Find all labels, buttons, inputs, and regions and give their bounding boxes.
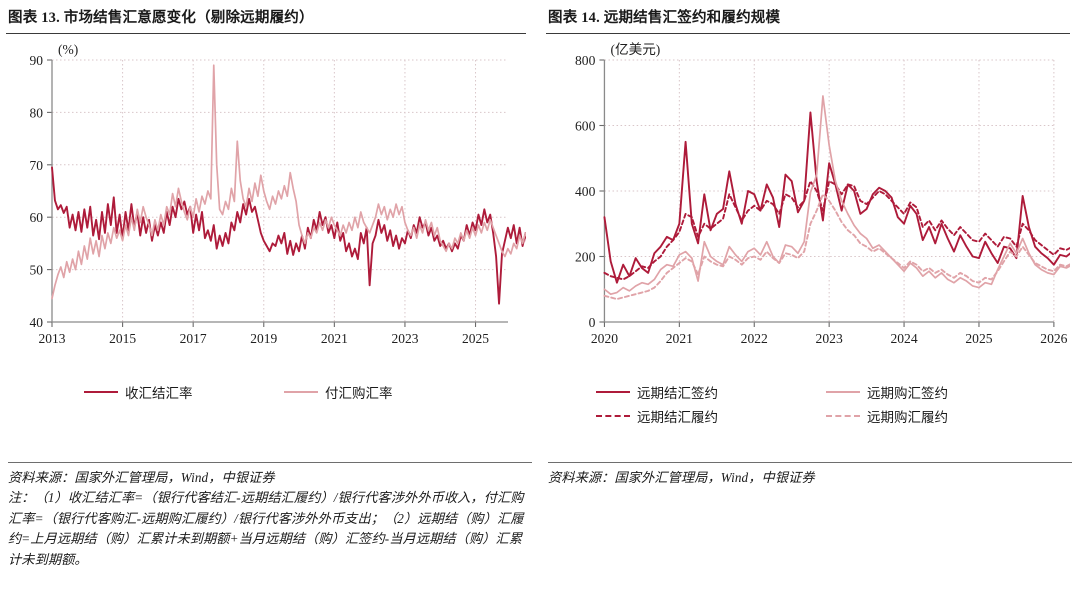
figure-13-svg: (%) 40 50 60 70 80 90 2013 2015 2017 2019 2021 2023 2… [30, 42, 526, 346]
figure-13-source-block: 资料来源：国家外汇管理局，Wind，中银证券 注：（1）收汇结汇率=（银行代客结… [8, 462, 532, 570]
line-swatch-icon [596, 391, 630, 393]
legend-item-yuanqi-jiehui-lvyue: 远期结汇履约 [578, 406, 808, 426]
y-axis-tick-label: 800 [575, 53, 596, 68]
figure-14-title-rule [546, 33, 1070, 34]
legend-item-shouhui-jiehuilv: 收汇结汇率 [66, 382, 266, 402]
x-axis-tick-label: 2021 [321, 331, 348, 346]
x-axis-tick-label: 2019 [250, 331, 277, 346]
y-axis-unit-label: (%) [58, 42, 78, 57]
x-axis-tick-label: 2025 [462, 331, 489, 346]
line-swatch-icon [284, 391, 318, 393]
series-line-远期购汇签约 [603, 95, 1070, 296]
x-axis-tick-label: 2013 [39, 331, 66, 346]
x-axis-tick-label: 2023 [816, 331, 843, 346]
figure-14-svg: (亿美元) 0 200 400 600 800 2020 2021 2022 2023 2024 20… [575, 42, 1070, 346]
dashed-line-swatch-icon [596, 415, 630, 417]
x-axis-tick-label: 2015 [109, 331, 136, 346]
x-axis-tick-label: 2023 [391, 331, 418, 346]
y-axis-tick-label: 90 [30, 53, 44, 68]
line-swatch-icon [84, 391, 118, 393]
figure-14-chart: (亿美元) 0 200 400 600 800 2020 2021 2022 2023 2024 20… [546, 34, 1070, 374]
y-axis-tick-label: 400 [575, 184, 596, 199]
y-axis-tick-label: 70 [30, 158, 44, 173]
series-line-收汇结汇率 [51, 166, 526, 305]
legend-item-yuanqi-jiehui-qianyue: 远期结汇签约 [578, 382, 808, 402]
y-axis-tick-label: 200 [575, 250, 596, 265]
series-line-远期结汇签约 [603, 111, 1070, 284]
legend-item-yuanqi-gouhui-lvyue: 远期购汇履约 [808, 406, 1038, 426]
dashed-line-swatch-icon [826, 415, 860, 417]
line-swatch-icon [826, 391, 860, 393]
x-axis-tick-label: 2025 [965, 331, 992, 346]
x-axis-tick-label: 2026 [1040, 331, 1067, 346]
legend-label: 远期购汇履约 [867, 410, 948, 425]
y-axis-tick-label: 50 [30, 263, 44, 278]
y-axis-tick-label: 0 [589, 315, 596, 330]
figure-14-title: 图表 14. 远期结售汇签约和履约规模 [548, 10, 781, 26]
figure-13-source: 资料来源：国家外汇管理局，Wind，中银证券 [8, 470, 275, 485]
x-axis-tick-label: 2020 [591, 331, 618, 346]
figure-13-panel: 图表 13. 市场结售汇意愿变化（剔除远期履约） (%) 40 50 60 70 80 90… [6, 10, 532, 570]
figure-13-title-rule [6, 33, 526, 34]
figure-13-title: 图表 13. 市场结售汇意愿变化（剔除远期履约） [8, 10, 314, 26]
legend-item-yuanqi-gouhui-qianyue: 远期购汇签约 [808, 382, 1038, 402]
figure-14-source-block: 资料来源：国家外汇管理局，Wind，中银证券 [548, 462, 1072, 488]
figure-14-source-rule [548, 462, 1072, 463]
legend-label: 付汇购汇率 [325, 386, 393, 401]
figure-13-source-rule [8, 462, 532, 463]
series-line-付汇购汇率 [51, 64, 526, 300]
y-axis-tick-label: 600 [575, 119, 596, 134]
figure-14-source: 资料来源：国家外汇管理局，Wind，中银证券 [548, 470, 815, 485]
series-line-远期结汇履约 [603, 180, 1070, 281]
legend-label: 远期结汇签约 [637, 386, 718, 401]
y-axis-tick-label: 60 [30, 210, 44, 225]
legend-label: 远期结汇履约 [637, 410, 718, 425]
x-axis-tick-label: 2022 [741, 331, 768, 346]
x-axis-tick-label: 2021 [666, 331, 693, 346]
legend-label: 远期购汇签约 [867, 386, 948, 401]
y-axis-tick-label: 40 [30, 315, 44, 330]
figure-14-legend: 远期结汇签约 远期购汇签约 远期结汇履约 远期购汇履约 [546, 374, 1070, 428]
legend-label: 收汇结汇率 [125, 386, 193, 401]
x-axis-tick-label: 2017 [180, 331, 207, 346]
figure-13-note: 注：（1）收汇结汇率=（银行代客结汇-远期结汇履约）/银行代客涉外外币收入，付汇… [8, 490, 524, 567]
legend-item-fuhui-gouhuilv: 付汇购汇率 [266, 382, 466, 402]
figure-14-panel: 图表 14. 远期结售汇签约和履约规模 (亿美元) 0 200 400 600 800 20… [540, 0, 1080, 602]
figure-13-chart: (%) 40 50 60 70 80 90 2013 2015 2017 2019 2021 2023 2… [6, 34, 526, 374]
x-axis-tick-label: 2024 [890, 331, 917, 346]
y-axis-unit-label: (亿美元) [610, 42, 660, 58]
figure-13-legend: 收汇结汇率 付汇购汇率 [6, 374, 526, 404]
y-axis-tick-label: 80 [30, 105, 44, 120]
series-line-远期购汇履约 [603, 193, 1070, 301]
